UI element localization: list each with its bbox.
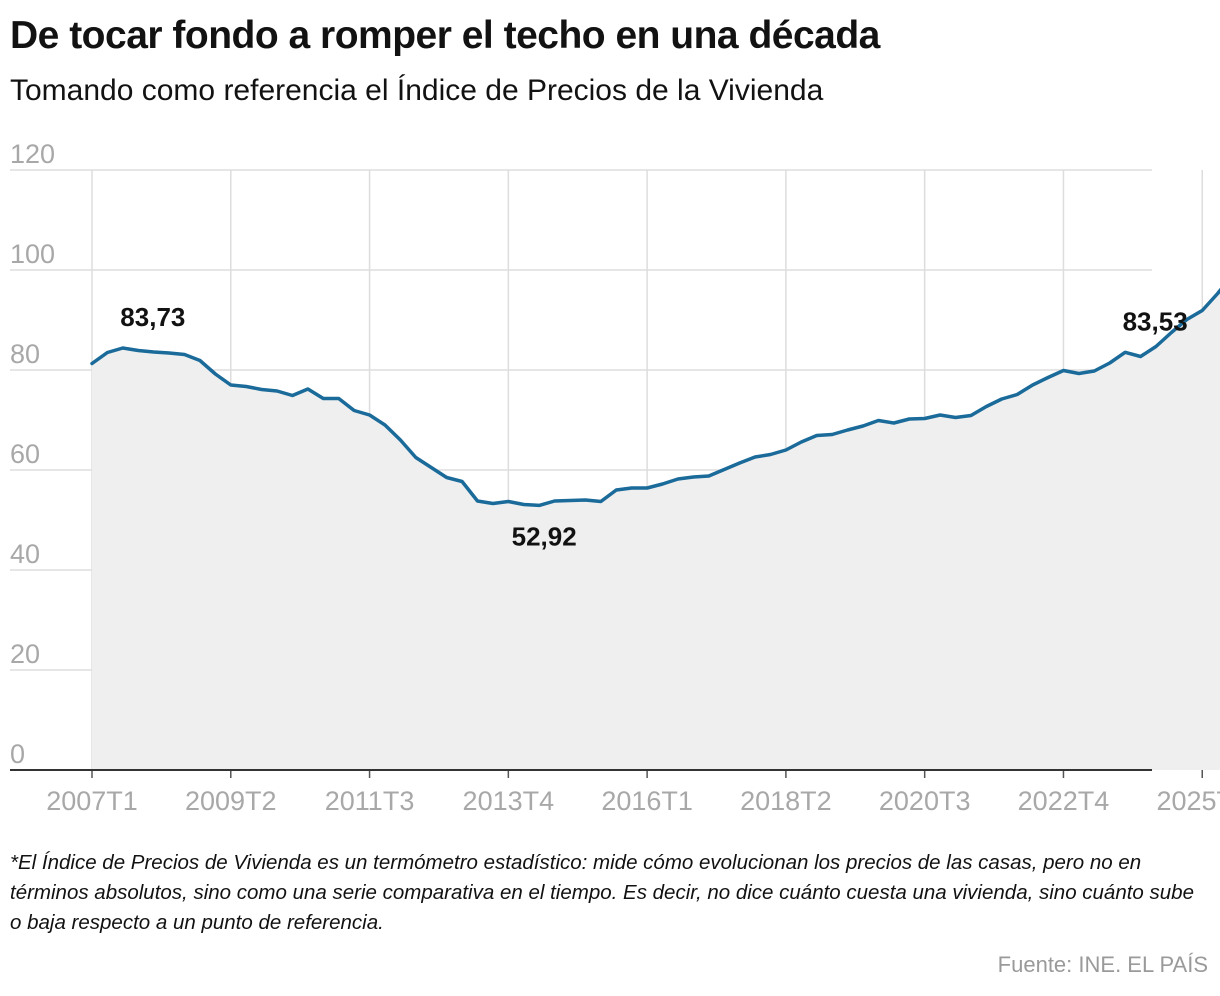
chart-subtitle: Tomando como referencia el Índice de Pre… [10,74,824,107]
footnote: *El Índice de Precios de Vivienda es un … [10,851,1194,934]
x-tick-label: 2020T3 [879,786,971,816]
x-tick-label: 2022T4 [1018,786,1110,816]
y-tick-label: 120 [10,139,55,169]
index-area [92,290,1220,770]
x-tick-label: 2009T2 [185,786,277,816]
y-tick-label: 0 [10,739,25,769]
x-tick-label: 2011T3 [325,786,415,816]
x-tick-labels: 2007T1 2009T2 2011T3 2013T4 2016T1 2018T2 2020… [46,786,1220,816]
house-price-index-chart: 0 20 40 60 80 100 120 2007T1 2009T2 2011T3 2013T4… [10,139,1220,816]
peak-value-label: 83,53 [1123,306,1188,336]
y-tick-label: 80 [10,339,40,369]
y-tick-label: 20 [10,639,40,669]
x-tick-label: 2007T1 [46,786,138,816]
x-tick-label: 2016T1 [601,786,693,816]
y-tick-label: 100 [10,239,55,269]
y-tick-labels: 0 20 40 60 80 100 120 [10,139,55,769]
x-tick-label: 2013T4 [463,786,555,816]
source-credit: Fuente: INE. EL PAÍS [997,952,1208,977]
peak-value-label: 83,73 [120,302,185,332]
y-tick-label: 60 [10,439,40,469]
y-tick-label: 40 [10,539,40,569]
x-tick-label: 2018T2 [740,786,832,816]
x-tick-label: 2025T1 [1156,786,1220,816]
chart-title: De tocar fondo a romper el techo en una … [10,14,880,57]
index-line [90,287,1220,508]
min-value-label: 52,92 [512,521,577,551]
